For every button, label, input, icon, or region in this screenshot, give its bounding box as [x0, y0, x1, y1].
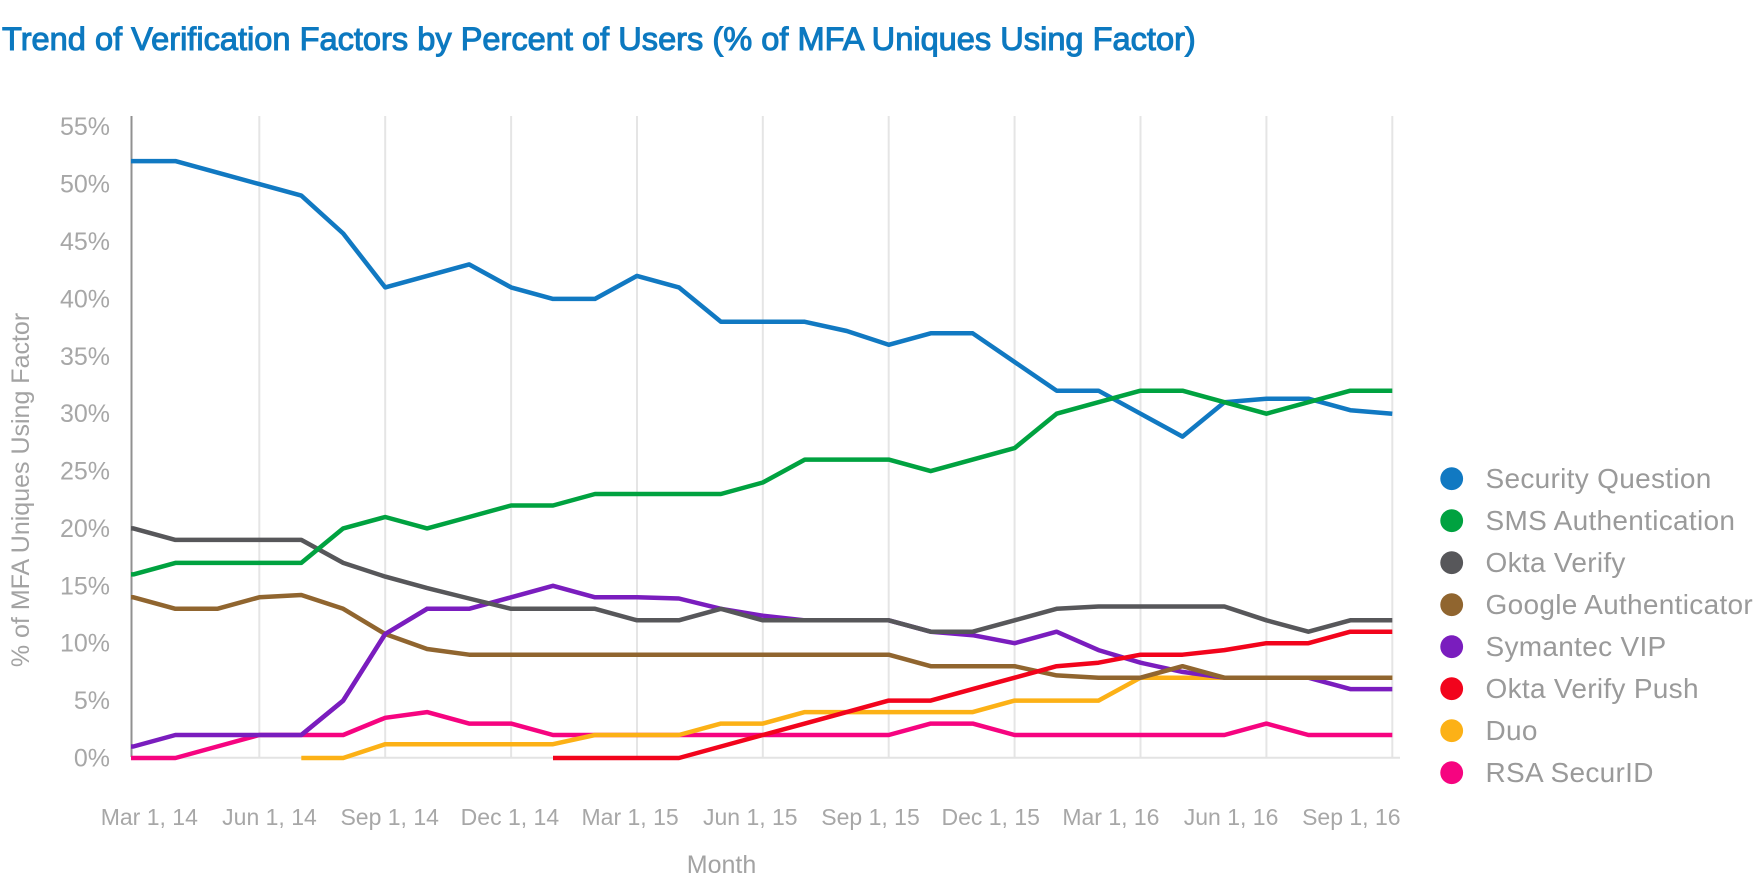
svg-text:Google Authenticator: Google Authenticator: [1486, 589, 1754, 620]
svg-text:50%: 50%: [60, 171, 110, 199]
svg-text:Sep 1, 14: Sep 1, 14: [340, 804, 439, 830]
svg-text:0%: 0%: [74, 745, 110, 773]
svg-text:25%: 25%: [60, 458, 110, 486]
svg-text:RSA SecurID: RSA SecurID: [1486, 757, 1654, 788]
svg-text:SMS Authentication: SMS Authentication: [1486, 505, 1736, 536]
svg-text:Symantec VIP: Symantec VIP: [1486, 631, 1667, 662]
svg-text:35%: 35%: [60, 343, 110, 371]
svg-text:40%: 40%: [60, 285, 110, 313]
svg-text:Sep 1, 15: Sep 1, 15: [821, 804, 919, 830]
svg-text:Security Question: Security Question: [1486, 463, 1712, 494]
svg-text:Dec 1, 14: Dec 1, 14: [461, 804, 560, 830]
svg-text:Okta Verify: Okta Verify: [1486, 547, 1626, 578]
svg-text:15%: 15%: [60, 572, 110, 600]
svg-text:Dec 1, 15: Dec 1, 15: [941, 804, 1039, 830]
svg-text:Jun 1, 16: Jun 1, 16: [1184, 804, 1279, 830]
svg-text:Duo: Duo: [1486, 715, 1538, 746]
svg-text:Jun 1, 15: Jun 1, 15: [703, 804, 798, 830]
svg-text:10%: 10%: [60, 630, 110, 658]
svg-text:55%: 55%: [60, 113, 110, 141]
svg-text:% of MFA Uniques Using Factor: % of MFA Uniques Using Factor: [7, 313, 35, 667]
svg-text:Mar 1, 15: Mar 1, 15: [582, 804, 679, 830]
svg-text:20%: 20%: [60, 515, 110, 543]
svg-text:45%: 45%: [60, 228, 110, 256]
svg-text:Mar 1, 16: Mar 1, 16: [1062, 804, 1159, 830]
svg-text:Month: Month: [687, 851, 756, 878]
svg-text:30%: 30%: [60, 400, 110, 428]
svg-text:Mar 1, 14: Mar 1, 14: [101, 804, 198, 830]
svg-text:Jun 1, 14: Jun 1, 14: [222, 804, 317, 830]
svg-text:Sep 1, 16: Sep 1, 16: [1302, 804, 1400, 830]
svg-text:5%: 5%: [74, 687, 110, 715]
svg-text:Okta Verify Push: Okta Verify Push: [1486, 673, 1699, 704]
